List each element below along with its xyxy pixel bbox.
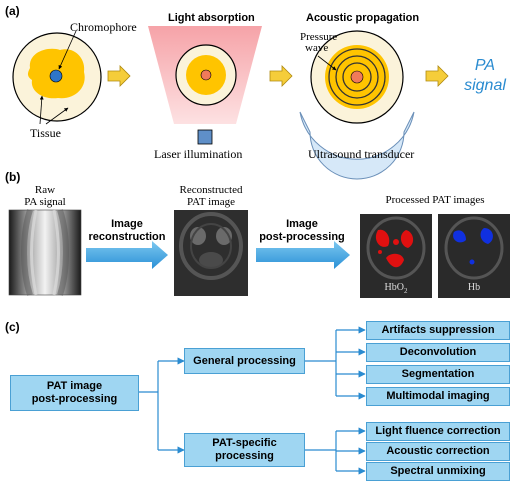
panel-b-label: (b) [5,170,21,184]
general-item-artifacts: Artifacts suppression [366,321,510,340]
hb-label: Hb [467,282,481,293]
pat-image-line: PAT image [187,196,235,208]
process-arrow-2 [269,65,293,87]
general-item-multimodal: Multimodal imaging [366,387,510,406]
specific-line-1: PAT-specific [212,437,277,449]
laser-illumination-label: Laser illumination [154,147,243,161]
hbo2-image [360,214,432,298]
image-line-1: Image [111,218,143,230]
processed-images-caption: Processed PAT images [385,194,485,206]
hb-image [438,214,510,298]
process-arrow-3 [425,65,449,87]
laser-source-icon [197,129,213,145]
signal-line: signal [464,77,506,94]
pressure-line: Pressure [300,31,338,43]
raw-pa-signal-caption: Raw PA signal [5,184,85,208]
raw-pa-signal-image [8,209,82,296]
pressure-wave-label: Pressure wave [300,32,337,54]
panel-c-label: (c) [5,320,20,334]
tree-connectors [139,326,366,475]
acoustic-propagation-diagram [299,30,415,180]
acoustic-propagation-title: Acoustic propagation [306,12,420,24]
pa-line: PA [474,57,496,74]
chromophore-label: Chromophore [70,20,137,34]
reconstruction-line: reconstruction [88,231,166,243]
specific-item-light-fluence: Light fluence correction [366,422,510,441]
light-absorption-diagram [148,26,262,145]
reconstruction-arrow [86,241,168,269]
reconstructed-image-caption: Reconstructed PAT image [166,184,256,208]
specific-item-acoustic: Acoustic correction [366,442,510,461]
wave-line: wave [305,42,329,54]
root-line-2: post-processing [31,393,118,405]
raw-line: Raw [34,184,56,196]
process-arrow-1 [107,65,131,87]
tissue-diagram-1 [12,30,102,125]
general-processing-box: General processing [184,348,305,374]
hbo2-main-text: HbO [384,282,404,293]
specific-item-spectral: Spectral unmixing [366,462,510,481]
ultrasound-transducer-icon [299,111,415,180]
tissue-label: Tissue [30,126,61,140]
post-processing-line: post-processing [259,231,345,243]
panel-a-label: (a) [5,4,20,18]
specific-line-2: processing [215,450,274,462]
reconstruction-arrow-label: Image reconstruction [84,218,170,244]
post-processing-arrow [256,241,350,269]
hbo2-subscript: 2 [403,287,408,295]
hbo2-label: HbO2 [360,282,432,295]
post-processing-arrow-label: Image post-processing [254,218,350,244]
general-item-segmentation: Segmentation [366,365,510,384]
reconstructed-pat-image [174,210,248,296]
root-line-1: PAT image [46,380,103,392]
general-item-deconvolution: Deconvolution [366,343,510,362]
reconstructed-line: Reconstructed [179,184,243,196]
pa-signal-output: PA signal [455,56,515,96]
light-absorption-title: Light absorption [168,12,255,24]
root-box: PAT image post-processing [10,375,139,411]
pat-specific-processing-box: PAT-specific processing [184,433,305,467]
image-line-2: Image [286,218,318,230]
pa-signal-line: PA signal [24,196,66,208]
ultrasound-transducer-label: Ultrasound transducer [308,147,415,161]
